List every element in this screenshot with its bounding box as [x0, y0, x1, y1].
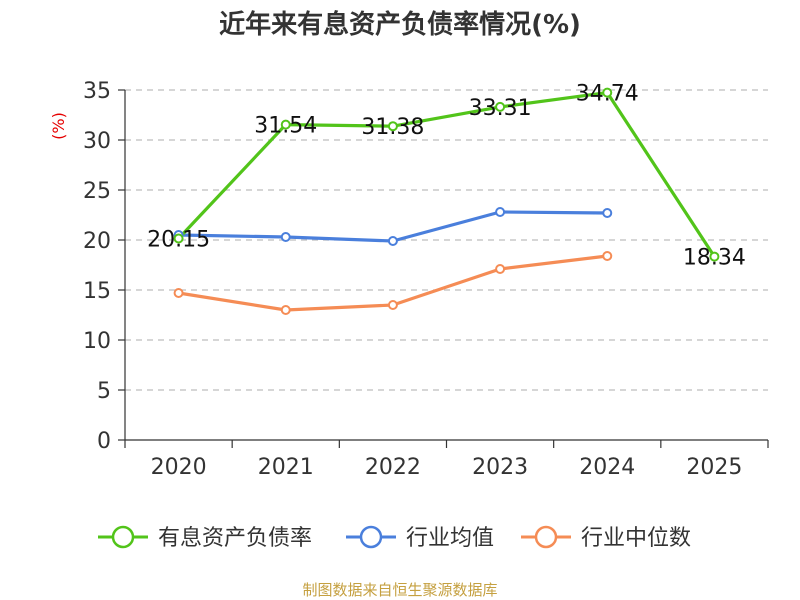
data-point: [602, 208, 613, 218]
data-point: [387, 300, 398, 310]
y-tick-label: 10: [83, 329, 111, 354]
x-tick-label: 2023: [472, 455, 528, 480]
y-tick-label: 30: [83, 129, 111, 154]
grid-lines: [125, 89, 768, 391]
legend-swatch-marker: [111, 525, 135, 549]
x-tick-label: 2020: [151, 455, 207, 480]
y-tick-label: 15: [83, 279, 111, 304]
axes: [118, 89, 769, 448]
x-tick-label: 2024: [579, 455, 635, 480]
data-point: [495, 101, 506, 112]
data-label: 33.31: [469, 96, 532, 121]
data-point: [495, 207, 506, 217]
y-tick-label: 0: [97, 429, 111, 454]
source-note: 制图数据来自恒生聚源数据库: [302, 581, 497, 599]
data-point: [387, 236, 398, 246]
x-tick-label: 2021: [258, 455, 314, 480]
data-point: [173, 288, 184, 298]
legend-label: 有息资产负债率: [158, 526, 312, 551]
legend-swatch-marker: [359, 525, 383, 549]
y-tick-label: 20: [83, 229, 111, 254]
legend: 有息资产负债率 行业均值 行业中位数: [98, 525, 691, 551]
data-label: 20.15: [147, 228, 210, 253]
series-line: [176, 90, 717, 259]
legend-label: 行业中位数: [581, 526, 691, 551]
data-point: [173, 233, 184, 244]
data-labels: 20.15 31.54 31.38 33.31 34.74 18.34: [147, 82, 746, 271]
data-label: 34.74: [576, 82, 639, 107]
y-tick-label: 5: [97, 379, 111, 404]
x-tick-label: 2022: [365, 455, 421, 480]
data-label: 31.54: [254, 114, 317, 139]
data-point: [280, 232, 291, 242]
chart-title: 近年来有息资产负债率情况(%): [219, 9, 581, 40]
y-tick-label: 25: [83, 179, 111, 204]
y-tick-label: 35: [83, 79, 111, 104]
data-label: 18.34: [683, 246, 746, 271]
legend-swatch-marker: [534, 525, 558, 549]
x-tick-label: 2025: [686, 455, 742, 480]
data-point: [709, 251, 720, 262]
data-point: [602, 87, 613, 98]
data-label: 31.38: [361, 115, 424, 140]
legend-label: 行业均值: [406, 526, 494, 551]
data-point: [602, 251, 613, 261]
data-point: [387, 121, 398, 132]
series-points: [173, 87, 720, 315]
data-point: [280, 305, 291, 315]
data-point: [280, 119, 291, 130]
data-point: [495, 264, 506, 274]
y-axis-label: (%): [49, 112, 68, 140]
